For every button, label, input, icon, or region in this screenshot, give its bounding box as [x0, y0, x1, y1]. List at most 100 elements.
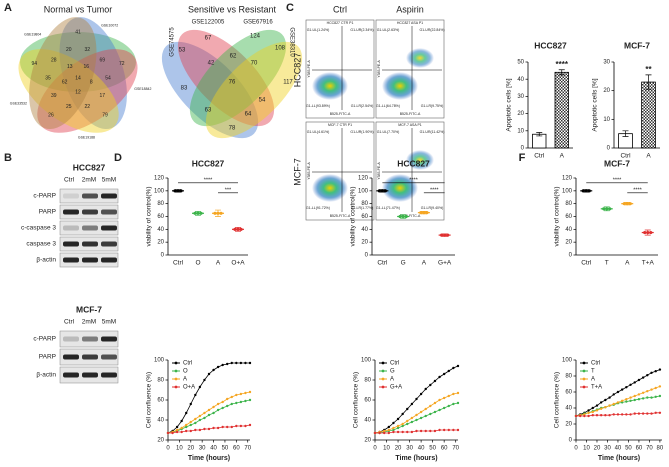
data-point [429, 404, 432, 408]
data-point [637, 393, 641, 396]
error-bar [175, 189, 181, 193]
data-point [221, 363, 224, 367]
data-point [226, 397, 229, 401]
x-tick-label: Ctrl [377, 260, 388, 267]
data-point [625, 398, 628, 401]
flow-column-label: Aspirin [396, 4, 424, 14]
data-point [226, 425, 229, 429]
chart-title: HCC827 [397, 158, 430, 168]
data-point [221, 406, 224, 410]
legend-label: G [390, 369, 395, 375]
data-point [248, 361, 252, 365]
venn-set-label: GSE10072 [101, 23, 118, 27]
legend-label: G+A [390, 385, 402, 391]
quadrant-label: G1-UR(1.90%) [350, 130, 373, 134]
venn-count: 54 [105, 75, 111, 81]
quadrant-label: G1-UR(22.84%) [419, 28, 444, 32]
data-point [212, 405, 215, 409]
dot [628, 202, 632, 206]
data-point [452, 428, 455, 432]
y-tick-label: 20 [361, 240, 368, 246]
data-point [415, 429, 418, 433]
flow-row-label: MCF-7 [292, 158, 302, 186]
data-point [221, 425, 224, 429]
error-bar [400, 214, 407, 219]
legend-label: T+A [591, 385, 602, 391]
y-axis-label: Cell confluence (%) [146, 372, 153, 428]
data-point [244, 424, 247, 428]
data-point [189, 420, 192, 424]
lane-label: 2mM [82, 177, 96, 184]
data-point [235, 361, 238, 365]
dot [608, 207, 612, 211]
data-point [625, 413, 628, 416]
x-tick-label: 0 [574, 446, 578, 452]
data-point [392, 430, 395, 434]
x-tick-label: T+A [642, 260, 655, 267]
venn-count: 8 [90, 80, 93, 86]
y-tick-label: 30 [603, 60, 610, 66]
x-tick-label: A [422, 260, 427, 267]
legend-label: A [390, 377, 394, 383]
y-tick-label: 80 [565, 201, 572, 207]
x-tick-label: G+A [438, 260, 452, 267]
data-point [637, 378, 641, 382]
blot-band [101, 241, 117, 247]
flow-population [312, 174, 348, 202]
data-point [175, 428, 179, 432]
data-point [650, 371, 653, 374]
data-point [591, 410, 594, 414]
data-point [637, 398, 641, 401]
data-point [433, 379, 437, 383]
x-tick-label: 20 [395, 446, 402, 452]
data-point [189, 423, 192, 427]
y-axis-label: viability of control(%) [350, 187, 357, 247]
flow-population [406, 48, 434, 68]
data-point [235, 393, 238, 397]
panel-letter: F [519, 152, 526, 164]
data-point [616, 390, 620, 394]
venn-count: 94 [31, 61, 37, 67]
venn-count: 26 [48, 113, 54, 119]
dot [440, 233, 444, 237]
venn-count: 124 [250, 34, 261, 40]
data-point [401, 422, 404, 426]
data-point [583, 414, 586, 418]
error-bar [622, 130, 629, 137]
data-point [373, 431, 377, 435]
significance: **** [556, 60, 569, 69]
significance: **** [633, 187, 642, 193]
bar [554, 71, 569, 149]
venn-count: 79 [102, 113, 108, 119]
y-axis-label: Cell confluence (%) [353, 372, 360, 428]
y-axis-label: Apoptotic cells [%] [506, 78, 513, 131]
quadrant-label: G1-LL(93.89%) [306, 104, 330, 108]
data-point [203, 378, 206, 382]
data-point [396, 424, 400, 428]
legend-swatch [174, 361, 178, 365]
data-point [230, 361, 233, 365]
blot-band [63, 193, 79, 199]
data-point [456, 401, 460, 405]
venn-set [37, 49, 138, 133]
data-point [637, 412, 641, 415]
data-point [189, 429, 192, 433]
bar [641, 81, 656, 149]
x-tick-label: A [625, 260, 630, 267]
x-tick-label: 50 [222, 446, 229, 452]
flow-x-label: B525-FITC-A [330, 214, 351, 218]
data-point [438, 398, 441, 402]
legend-swatch [174, 369, 178, 373]
venn-count: 76 [229, 80, 236, 86]
data-point [175, 425, 179, 429]
chart-title: MCF-7 [624, 40, 650, 50]
data-point [244, 391, 247, 395]
data-point [194, 421, 197, 425]
legend-swatch [381, 369, 385, 373]
y-tick-label: 80 [364, 378, 371, 384]
venn-count: 53 [179, 48, 186, 54]
blot-band [101, 257, 117, 263]
blot-band [101, 225, 117, 231]
venn-set [205, 41, 303, 139]
